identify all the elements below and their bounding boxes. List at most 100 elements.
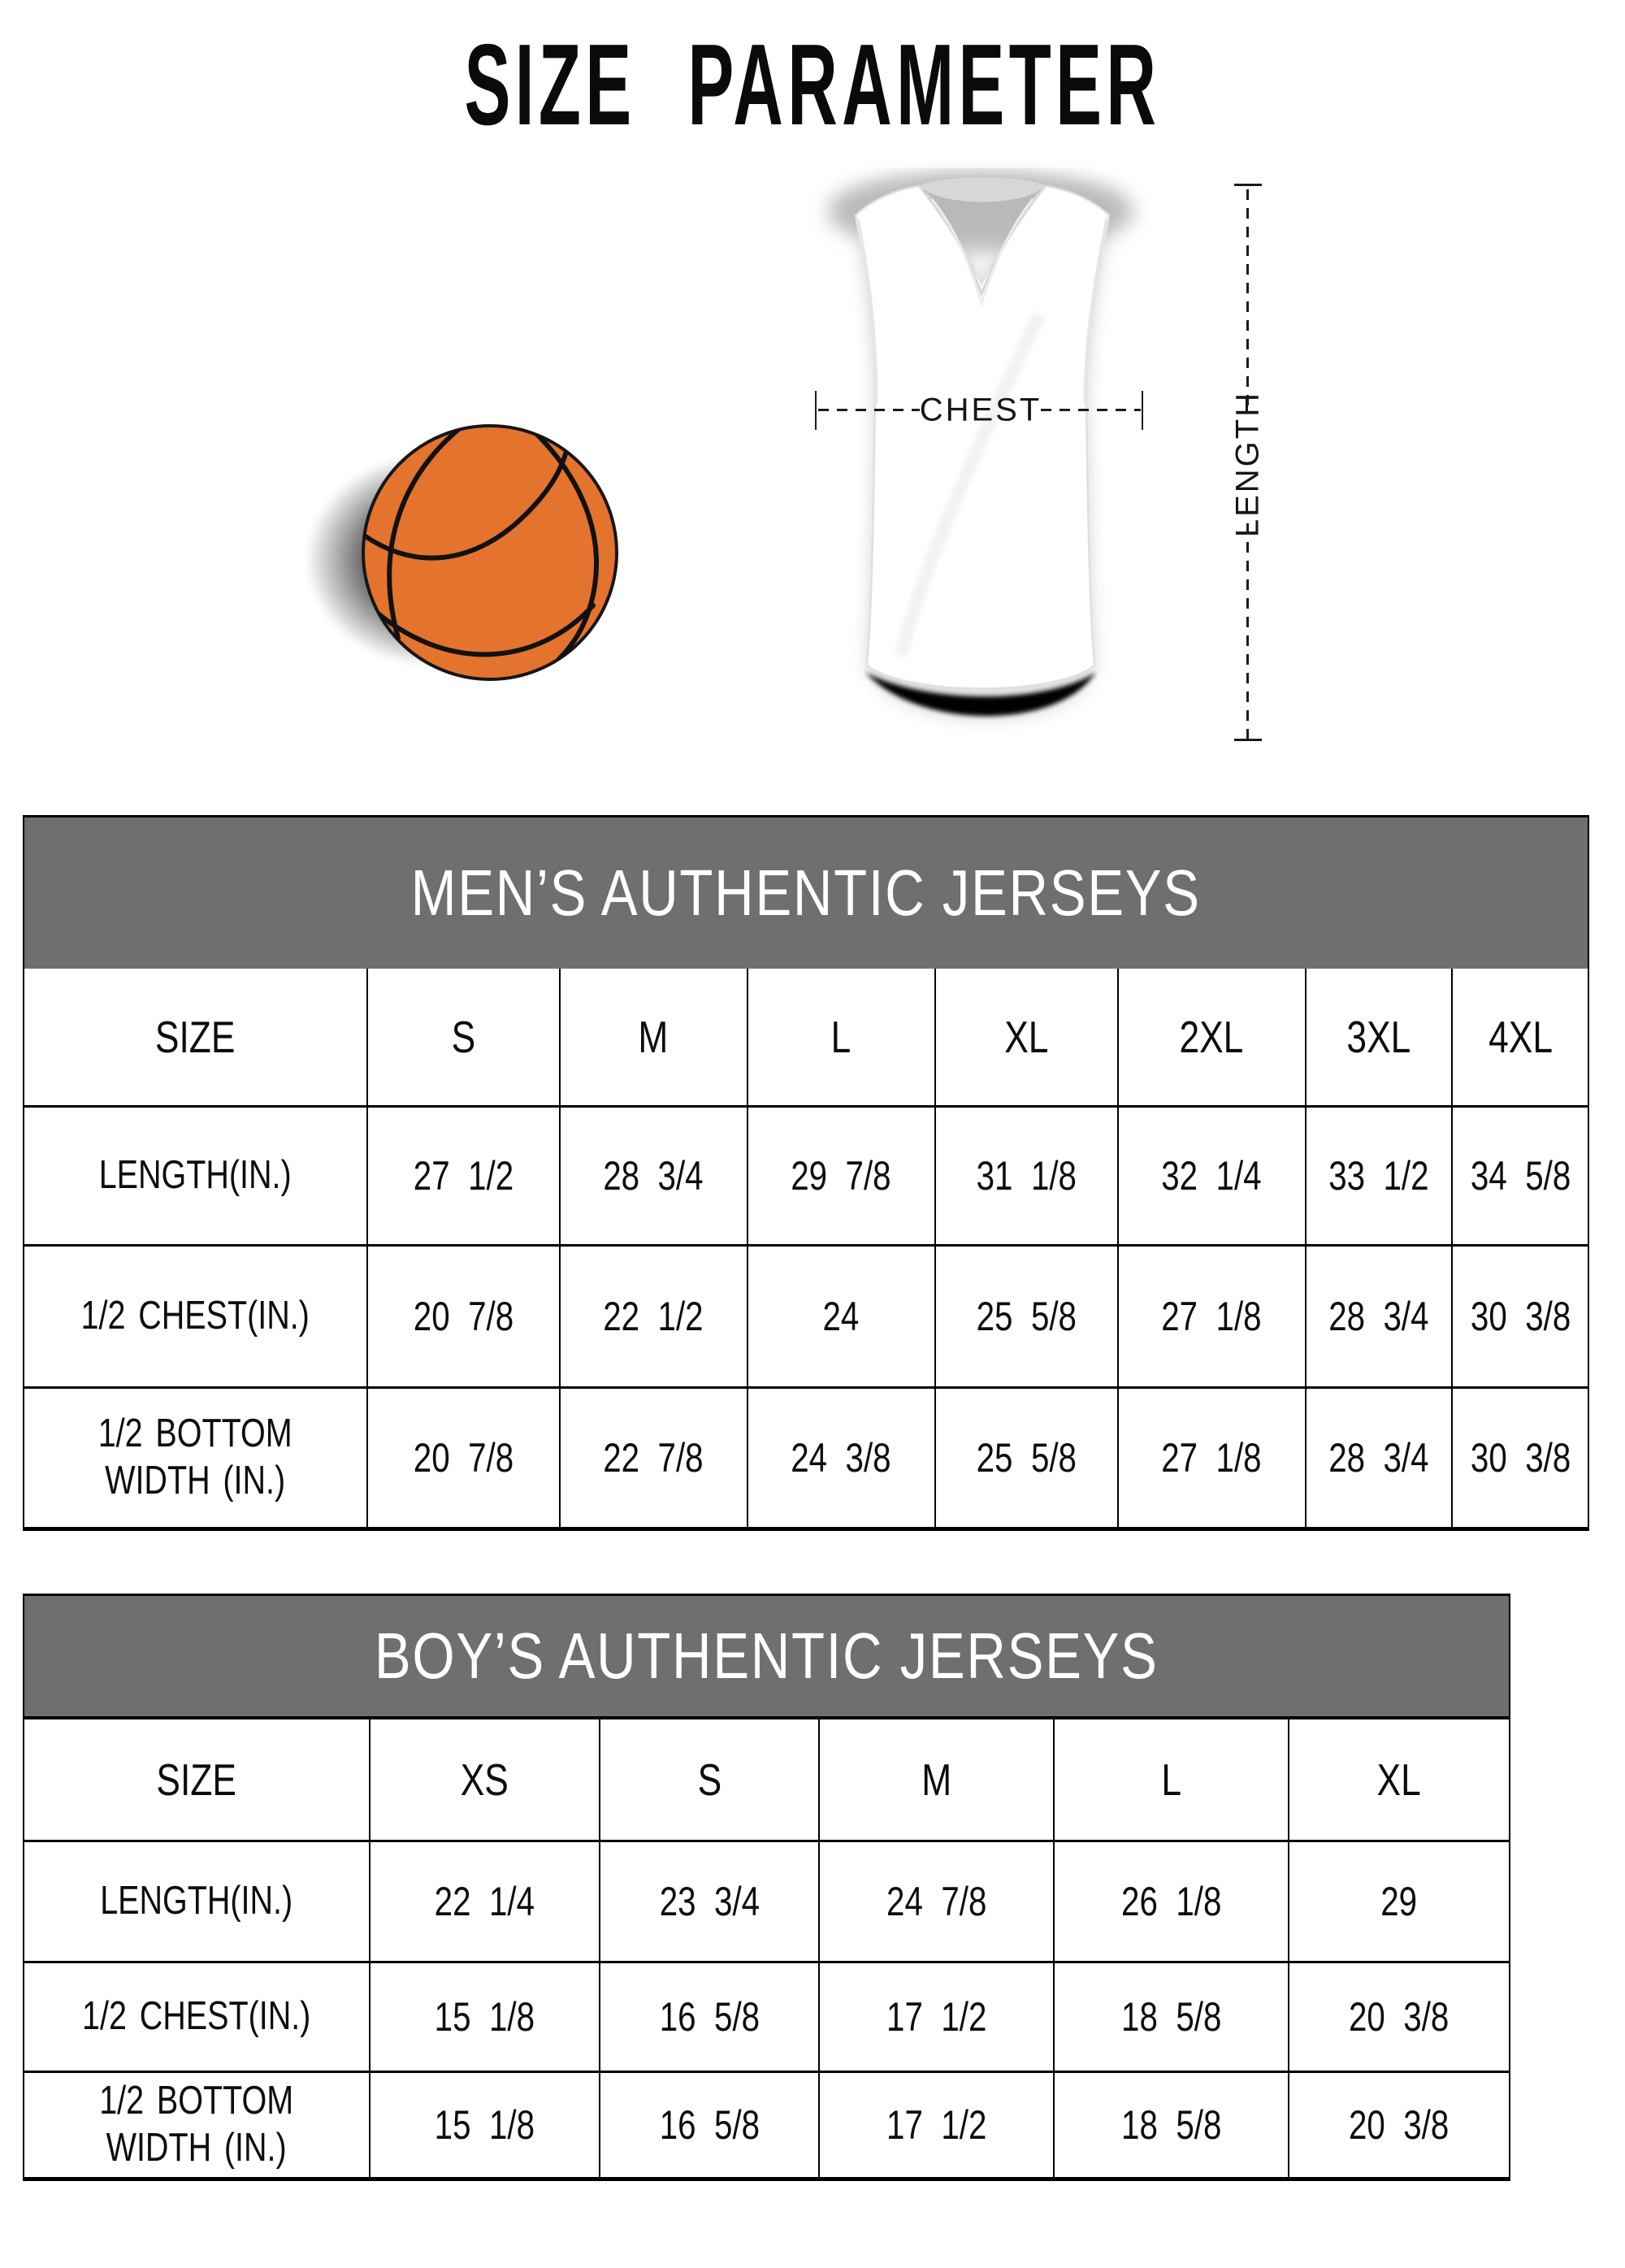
cell-text: 2XL [1179,1011,1244,1062]
men-chest-m: 22 1/2 [561,1247,748,1386]
men-col-3xl: 3XL [1306,969,1454,1105]
men-bottom-3xl: 28 3/4 [1306,1389,1454,1527]
men-col-l: L [748,969,936,1105]
chest-line-right-tick [1142,391,1143,430]
length-line-top-dash [1246,189,1249,406]
men-length-m: 28 3/4 [561,1108,748,1244]
cell-text: 20 7/8 [413,1434,514,1481]
men-row-bottom-width: 1/2 BOTTOM WIDTH (IN.) 20 7/8 22 7/8 24 … [24,1389,1588,1527]
men-chest-s: 20 7/8 [368,1247,561,1386]
men-col-size: SIZE [24,969,369,1105]
boy-length-label: LENGTH(IN.) [24,1842,370,1961]
men-length-xl: 31 1/8 [936,1108,1119,1244]
men-col-m: M [561,969,748,1105]
page-title: SIZE PARAMETER [464,20,1161,150]
jersey-hem-shadow [865,672,1096,717]
boy-header-row: SIZE XS S M L XL [24,1719,1509,1842]
cell-text: 1/2 BOTTOM WIDTH (IN.) [98,1412,293,1503]
boy-chest-xl: 20 3/8 [1289,1963,1509,2071]
men-row-length: LENGTH(IN.) 27 1/2 28 3/4 29 7/8 31 1/8 … [24,1108,1588,1247]
length-line-top-tick [1234,184,1262,186]
men-size-table: MEN’S AUTHENTIC JERSEYS SIZE S M L XL 2X… [23,815,1589,1531]
men-row-chest: 1/2 CHEST(IN.) 20 7/8 22 1/2 24 25 5/8 2… [24,1247,1588,1389]
boy-bottom-label: 1/2 BOTTOM WIDTH (IN.) [24,2073,370,2177]
cell-text: L [830,1011,852,1062]
basketball-icon [362,424,618,681]
boy-chest-label: 1/2 CHEST(IN.) [24,1963,370,2071]
cell-text: 27 1/8 [1161,1434,1262,1481]
boy-bottom-l: 18 5/8 [1055,2073,1289,2177]
men-col-4xl: 4XL [1453,969,1587,1105]
boy-col-m: M [820,1719,1055,1840]
cell-text: 17 1/2 [886,1993,987,2040]
boy-table-title: BOY’S AUTHENTIC JERSEYS [375,1620,1159,1692]
cell-text: XL [1004,1011,1049,1062]
cell-text: SIZE [155,1011,236,1062]
men-table-title-band: MEN’S AUTHENTIC JERSEYS [24,817,1588,969]
boy-row-bottom-width: 1/2 BOTTOM WIDTH (IN.) 15 1/8 16 5/8 17 … [24,2073,1509,2177]
cell-text: 15 1/8 [434,1993,535,2040]
cell-text: 24 [822,1293,860,1339]
page-title-wrap: SIZE PARAMETER [0,24,1625,145]
men-chest-3xl: 28 3/4 [1306,1247,1454,1386]
cell-text: 30 3/8 [1470,1293,1571,1339]
men-col-xl: XL [936,969,1119,1105]
boy-chest-m: 17 1/2 [820,1963,1055,2071]
cell-text: 23 3/4 [659,1878,760,1924]
cell-text: LENGTH(IN.) [99,1153,292,1198]
boy-col-s: S [600,1719,821,1840]
cell-text: XS [460,1754,509,1805]
boy-bottom-s: 16 5/8 [600,2073,821,2177]
chest-label: CHEST [919,392,1042,428]
boy-table-title-band: BOY’S AUTHENTIC JERSEYS [24,1596,1509,1719]
men-chest-4xl: 30 3/8 [1453,1247,1587,1386]
boy-col-xl: XL [1289,1719,1509,1840]
cell-text: 18 5/8 [1120,2101,1221,2148]
cell-text: 27 1/8 [1161,1293,1262,1339]
men-col-2xl: 2XL [1119,969,1306,1105]
cell-text: 4XL [1488,1011,1553,1062]
boy-length-xs: 22 1/4 [370,1842,600,1961]
boy-chest-xs: 15 1/8 [370,1963,600,2071]
cell-text: 1/2 BOTTOM WIDTH (IN.) [99,2079,294,2170]
cell-text: 25 5/8 [976,1434,1077,1481]
jersey-image [830,173,1131,717]
men-bottom-xl: 25 5/8 [936,1389,1119,1527]
men-header-row: SIZE S M L XL 2XL 3XL 4XL [24,969,1588,1108]
boy-row-length: LENGTH(IN.) 22 1/4 23 3/4 24 7/8 26 1/8 … [24,1842,1509,1963]
boy-chest-l: 18 5/8 [1055,1963,1289,2071]
cell-text: 22 7/8 [603,1434,704,1481]
boy-row-chest: 1/2 CHEST(IN.) 15 1/8 16 5/8 17 1/2 18 5… [24,1963,1509,2073]
boy-length-s: 23 3/4 [600,1842,821,1961]
men-bottom-l: 24 3/8 [748,1389,936,1527]
chest-line-right-dash [1041,409,1141,411]
boy-col-size: SIZE [24,1719,370,1840]
cell-text: XL [1376,1754,1421,1805]
cell-text: 30 3/8 [1470,1434,1571,1481]
boy-bottom-xs: 15 1/8 [370,2073,600,2177]
men-length-4xl: 34 5/8 [1453,1108,1587,1244]
cell-text: 33 1/2 [1328,1152,1429,1199]
men-bottom-m: 22 7/8 [561,1389,748,1527]
boy-col-xs: XS [370,1719,600,1840]
boy-size-table: BOY’S AUTHENTIC JERSEYS SIZE XS S M L XL… [23,1594,1510,2181]
men-length-s: 27 1/2 [368,1108,561,1244]
boy-bottom-m: 17 1/2 [820,2073,1055,2177]
cell-text: 28 3/4 [603,1152,704,1199]
boy-col-l: L [1055,1719,1289,1840]
cell-text: S [697,1754,722,1805]
cell-text: 16 5/8 [659,2101,760,2148]
cell-text: 15 1/8 [434,2101,535,2148]
cell-text: 32 1/4 [1161,1152,1262,1199]
men-bottom-label: 1/2 BOTTOM WIDTH (IN.) [24,1389,369,1527]
chest-line-left-tick [815,391,817,430]
cell-text: 29 [1380,1878,1418,1924]
men-length-3xl: 33 1/2 [1306,1108,1454,1244]
cell-text: M [921,1754,952,1805]
men-chest-label: 1/2 CHEST(IN.) [24,1247,369,1386]
men-table-title: MEN’S AUTHENTIC JERSEYS [410,856,1202,929]
cell-text: 22 1/2 [603,1293,704,1339]
cell-text: 24 7/8 [886,1878,987,1924]
cell-text: 26 1/8 [1120,1878,1221,1924]
